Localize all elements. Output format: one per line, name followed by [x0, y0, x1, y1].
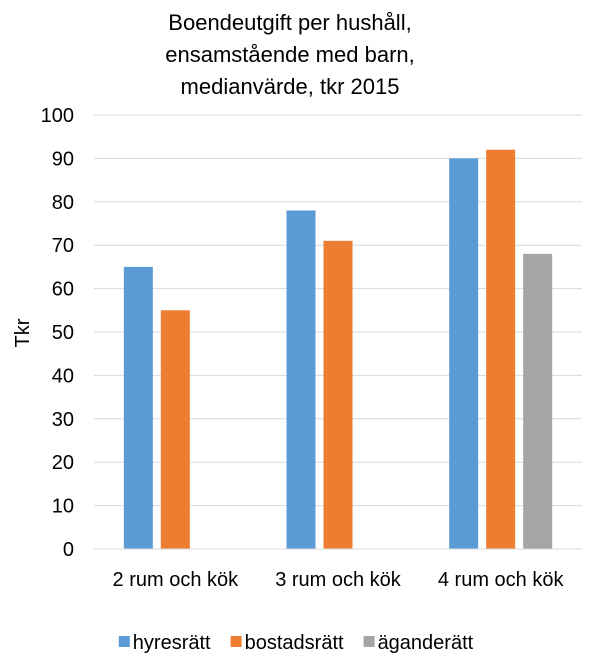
bar-bostadsrätt-0: [160, 310, 190, 549]
chart-title-line-2: ensamstående med barn,: [165, 42, 415, 67]
y-tick-label: 90: [52, 148, 74, 170]
legend-label: hyresrätt: [133, 632, 211, 654]
bars: [123, 149, 553, 550]
legend-item: äganderätt: [363, 632, 474, 654]
y-tick-label: 70: [52, 235, 74, 257]
bar-äganderätt-2: [523, 253, 553, 549]
y-tick-label: 30: [52, 409, 74, 431]
y-tick-label: 60: [52, 279, 74, 301]
x-category-label: 3 rum och kök: [275, 569, 402, 591]
chart-title: Boendeutgift per hushåll, ensamstående m…: [165, 10, 415, 99]
legend-item: hyresrätt: [118, 632, 211, 654]
x-category-label: 4 rum och kök: [438, 569, 565, 591]
y-tick-label: 100: [41, 105, 74, 127]
y-axis-ticks: 0 10 20 30 40 50 60 70 80 90 100: [41, 105, 74, 561]
bar-bostadsrätt-2: [486, 149, 516, 549]
y-tick-label: 40: [52, 365, 74, 387]
legend-swatch: [118, 636, 130, 647]
legend-label: äganderätt: [378, 632, 474, 654]
y-tick-label: 0: [63, 539, 74, 561]
legend-swatch: [230, 636, 242, 647]
y-tick-label: 50: [52, 322, 74, 344]
y-tick-label: 10: [52, 496, 74, 518]
y-tick-label: 20: [52, 452, 74, 474]
bar-bostadsrätt-1: [323, 240, 353, 550]
x-category-label: 2 rum och kök: [113, 569, 240, 591]
legend: hyresrätt bostadsrätt äganderätt: [118, 632, 474, 654]
bar-hyresrätt-1: [286, 210, 316, 550]
legend-swatch: [363, 636, 375, 647]
bar-hyresrätt-2: [449, 158, 479, 549]
legend-item: bostadsrätt: [230, 632, 344, 654]
x-axis-categories: 2 rum och kök 3 rum och kök 4 rum och kök: [113, 569, 565, 591]
y-axis-title: Tkr: [12, 318, 34, 347]
chart-title-line-1: Boendeutgift per hushåll,: [168, 10, 411, 35]
legend-label: bostadsrätt: [245, 632, 344, 654]
chart-title-line-3: medianvärde, tkr 2015: [181, 74, 400, 99]
y-tick-label: 80: [52, 192, 74, 214]
bar-hyresrätt-0: [123, 266, 153, 549]
